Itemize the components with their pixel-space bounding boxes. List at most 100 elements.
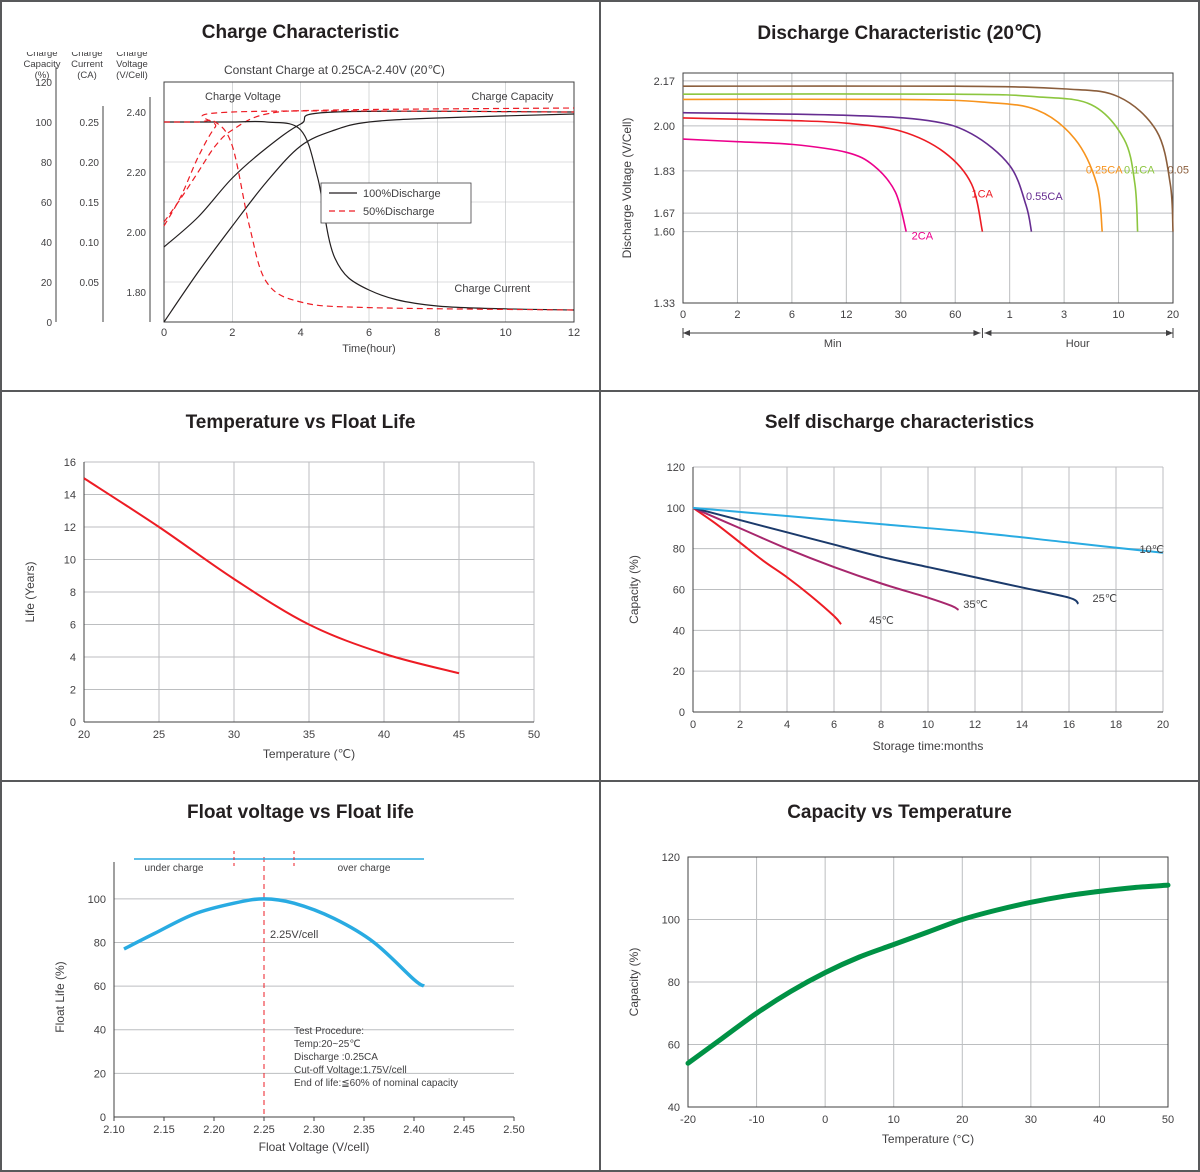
svg-text:18: 18 — [1110, 719, 1122, 731]
svg-text:2.40: 2.40 — [403, 1124, 424, 1136]
svg-text:2.10: 2.10 — [103, 1124, 124, 1136]
svg-text:45℃: 45℃ — [869, 615, 894, 627]
svg-text:10: 10 — [888, 1114, 900, 1126]
svg-text:Float Life (%): Float Life (%) — [53, 961, 67, 1032]
svg-text:Temperature (°C): Temperature (°C) — [882, 1132, 974, 1146]
panel-self-discharge: Self discharge characteristics 024681012… — [600, 391, 1199, 781]
svg-text:1.83: 1.83 — [654, 166, 675, 178]
svg-text:0: 0 — [822, 1114, 828, 1126]
svg-text:16: 16 — [1063, 719, 1075, 731]
svg-text:120: 120 — [667, 462, 685, 474]
svg-text:0.25CA: 0.25CA — [1086, 164, 1123, 176]
svg-text:Capacity: Capacity — [24, 59, 61, 70]
svg-text:80: 80 — [673, 544, 685, 556]
svg-text:40: 40 — [41, 238, 53, 249]
svg-text:100: 100 — [35, 118, 52, 129]
svg-text:under charge: under charge — [145, 863, 204, 874]
chart2-svg: 1.331.601.671.832.002.17Discharge Voltag… — [613, 53, 1189, 383]
svg-text:6: 6 — [70, 620, 76, 632]
svg-text:0.20: 0.20 — [80, 158, 100, 169]
svg-text:10℃: 10℃ — [1140, 544, 1165, 556]
svg-text:2: 2 — [734, 309, 740, 321]
svg-text:50: 50 — [1162, 1114, 1174, 1126]
svg-text:50: 50 — [528, 729, 540, 741]
svg-text:60: 60 — [41, 198, 53, 209]
chart3-svg: 202530354045500246810121416Temperature (… — [14, 442, 590, 772]
svg-text:25: 25 — [153, 729, 165, 741]
svg-text:40: 40 — [673, 625, 685, 637]
svg-text:2CA: 2CA — [912, 231, 934, 243]
svg-text:2.15: 2.15 — [153, 1124, 174, 1136]
svg-text:2.20: 2.20 — [203, 1124, 224, 1136]
svg-text:100: 100 — [667, 503, 685, 515]
svg-text:0: 0 — [70, 717, 76, 729]
svg-text:0.10: 0.10 — [80, 238, 100, 249]
svg-text:12: 12 — [840, 309, 852, 321]
svg-text:20: 20 — [1167, 309, 1179, 321]
svg-text:12: 12 — [969, 719, 981, 731]
svg-text:8: 8 — [878, 719, 884, 731]
svg-text:20: 20 — [673, 666, 685, 678]
chart6-title: Capacity vs Temperature — [613, 802, 1186, 824]
svg-text:10: 10 — [922, 719, 934, 731]
svg-text:30: 30 — [1025, 1114, 1037, 1126]
svg-text:100%Discharge: 100%Discharge — [363, 188, 441, 200]
svg-text:10: 10 — [500, 327, 512, 339]
svg-text:(CA): (CA) — [77, 70, 97, 81]
svg-text:2.25V/cell: 2.25V/cell — [270, 929, 318, 941]
svg-text:4: 4 — [70, 652, 76, 664]
svg-text:Voltage: Voltage — [116, 59, 148, 70]
svg-text:Capacity (%): Capacity (%) — [627, 948, 641, 1017]
svg-text:2.40: 2.40 — [127, 108, 147, 119]
svg-text:2.00: 2.00 — [127, 228, 147, 239]
chart1-title: Charge Characteristic — [14, 22, 587, 44]
panel-temp-floatlife: Temperature vs Float Life 20253035404550… — [1, 391, 600, 781]
chart3-title: Temperature vs Float Life — [14, 412, 587, 434]
svg-text:Charge: Charge — [71, 52, 102, 59]
svg-text:Charge Voltage: Charge Voltage — [205, 91, 281, 103]
svg-text:1.60: 1.60 — [654, 227, 675, 239]
svg-text:0: 0 — [680, 309, 686, 321]
svg-text:0.05: 0.05 — [80, 278, 100, 289]
svg-text:60: 60 — [94, 981, 106, 993]
svg-text:0: 0 — [100, 1112, 106, 1124]
svg-text:2.45: 2.45 — [453, 1124, 474, 1136]
svg-text:0.1CA: 0.1CA — [1124, 164, 1155, 176]
svg-text:1.67: 1.67 — [654, 208, 675, 220]
svg-text:Temp:20~25℃: Temp:20~25℃ — [294, 1039, 361, 1050]
svg-text:20: 20 — [956, 1114, 968, 1126]
svg-text:35: 35 — [303, 729, 315, 741]
svg-text:6: 6 — [789, 309, 795, 321]
svg-text:16: 16 — [64, 457, 76, 469]
svg-text:2: 2 — [229, 327, 235, 339]
svg-text:120: 120 — [662, 852, 680, 864]
svg-text:2: 2 — [70, 685, 76, 697]
svg-text:40: 40 — [1093, 1114, 1105, 1126]
svg-text:3: 3 — [1061, 309, 1067, 321]
svg-text:25℃: 25℃ — [1093, 593, 1118, 605]
svg-text:8: 8 — [434, 327, 440, 339]
chart4-title: Self discharge characteristics — [613, 412, 1186, 434]
panel-capacity-temp: Capacity vs Temperature -20-100102030405… — [600, 781, 1199, 1171]
svg-text:Float Voltage (V/cell): Float Voltage (V/cell) — [259, 1140, 370, 1154]
svg-text:20: 20 — [78, 729, 90, 741]
svg-text:12: 12 — [64, 522, 76, 534]
chart5-svg: 2.102.152.202.252.302.352.402.452.500204… — [14, 832, 590, 1162]
svg-text:2.25: 2.25 — [253, 1124, 274, 1136]
svg-text:Capacity (%): Capacity (%) — [627, 555, 641, 624]
svg-text:2.00: 2.00 — [654, 121, 675, 133]
svg-text:0.55CA: 0.55CA — [1026, 191, 1063, 203]
svg-text:Life (Years): Life (Years) — [23, 562, 37, 623]
svg-text:0: 0 — [46, 318, 52, 329]
svg-text:40: 40 — [378, 729, 390, 741]
svg-text:1CA: 1CA — [972, 188, 994, 200]
svg-text:Charge: Charge — [26, 52, 57, 59]
svg-text:40: 40 — [668, 1102, 680, 1114]
chart4-svg: 02468101214161820020406080100120Storage … — [613, 442, 1189, 772]
svg-text:80: 80 — [41, 158, 53, 169]
svg-text:1.33: 1.33 — [654, 298, 675, 310]
svg-text:4: 4 — [298, 327, 304, 339]
svg-text:-10: -10 — [749, 1114, 765, 1126]
svg-text:100: 100 — [88, 894, 106, 906]
svg-text:50%Discharge: 50%Discharge — [363, 206, 435, 218]
